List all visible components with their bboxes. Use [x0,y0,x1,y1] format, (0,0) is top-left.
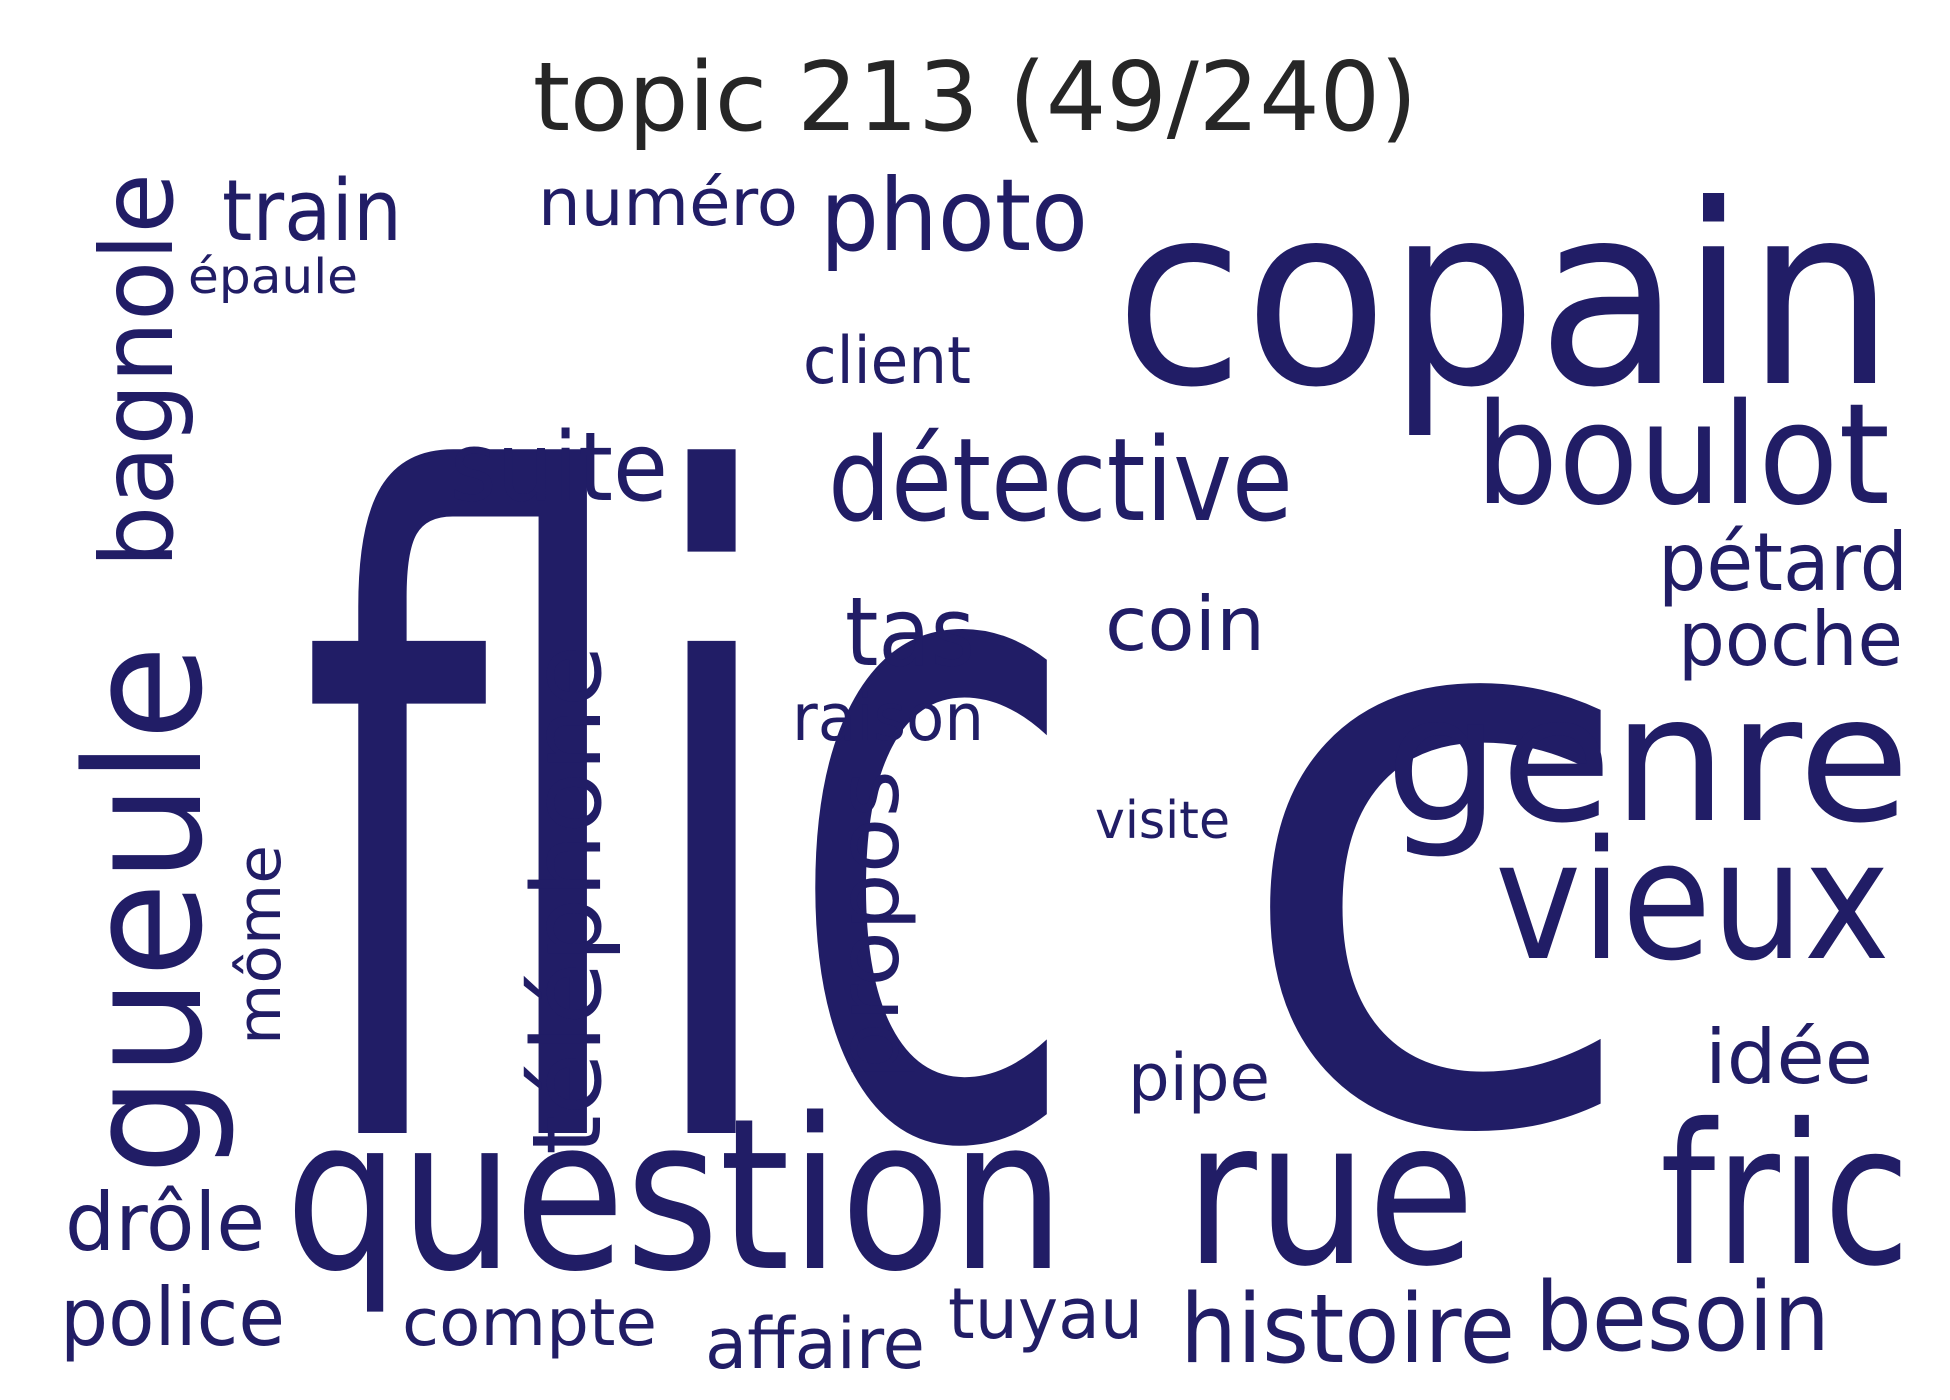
word-police: police [60,1271,285,1364]
word-pipe: pipe [1128,1041,1270,1116]
word-client: client [803,324,971,399]
word-tuyau: tuyau [948,1273,1143,1355]
word-coin: coin [1105,580,1265,668]
cloud-title: topic 213 (49/240) [533,43,1417,153]
word-raison: raison [792,681,984,756]
word-genre: genre [1385,659,1910,862]
word-flic: flic [300,299,1080,1346]
word-boulot: boulot [1475,374,1890,537]
word-petard: pétard [1658,516,1908,609]
word-besoin: besoin [1535,1263,1830,1373]
word-histoire: histoire [1180,1275,1515,1385]
word-tas: tas [845,578,975,688]
word-question: question [285,1073,1065,1318]
word-bagnole: bagnole [79,173,196,568]
word-drole: drôle [65,1176,265,1269]
word-copain: copain [1115,151,1895,442]
word-rue: rue [1185,1078,1475,1311]
word-propos: propos [820,770,919,1080]
word-photo: photo [820,157,1088,274]
word-telephone: téléphone [513,645,623,1155]
word-epaule: épaule [188,249,358,305]
word-c: c [1228,396,1648,1304]
word-fric: fric [1660,1082,1910,1309]
word-idee: idée [1705,1013,1873,1101]
word-poche: poche [1678,595,1903,683]
word-vieux: vieux [1495,805,1890,997]
word-gueule: gueule [51,645,238,1175]
word-train: train [222,162,402,261]
word-compte: compte [402,1286,657,1361]
word-affaire: affaire [705,1303,925,1385]
word-detective: détective [828,414,1293,548]
word-suite: suite [450,413,668,523]
word-visite: visite [1095,791,1230,851]
word-mome: môme [225,845,295,1045]
word-numero: numéro [538,166,798,241]
